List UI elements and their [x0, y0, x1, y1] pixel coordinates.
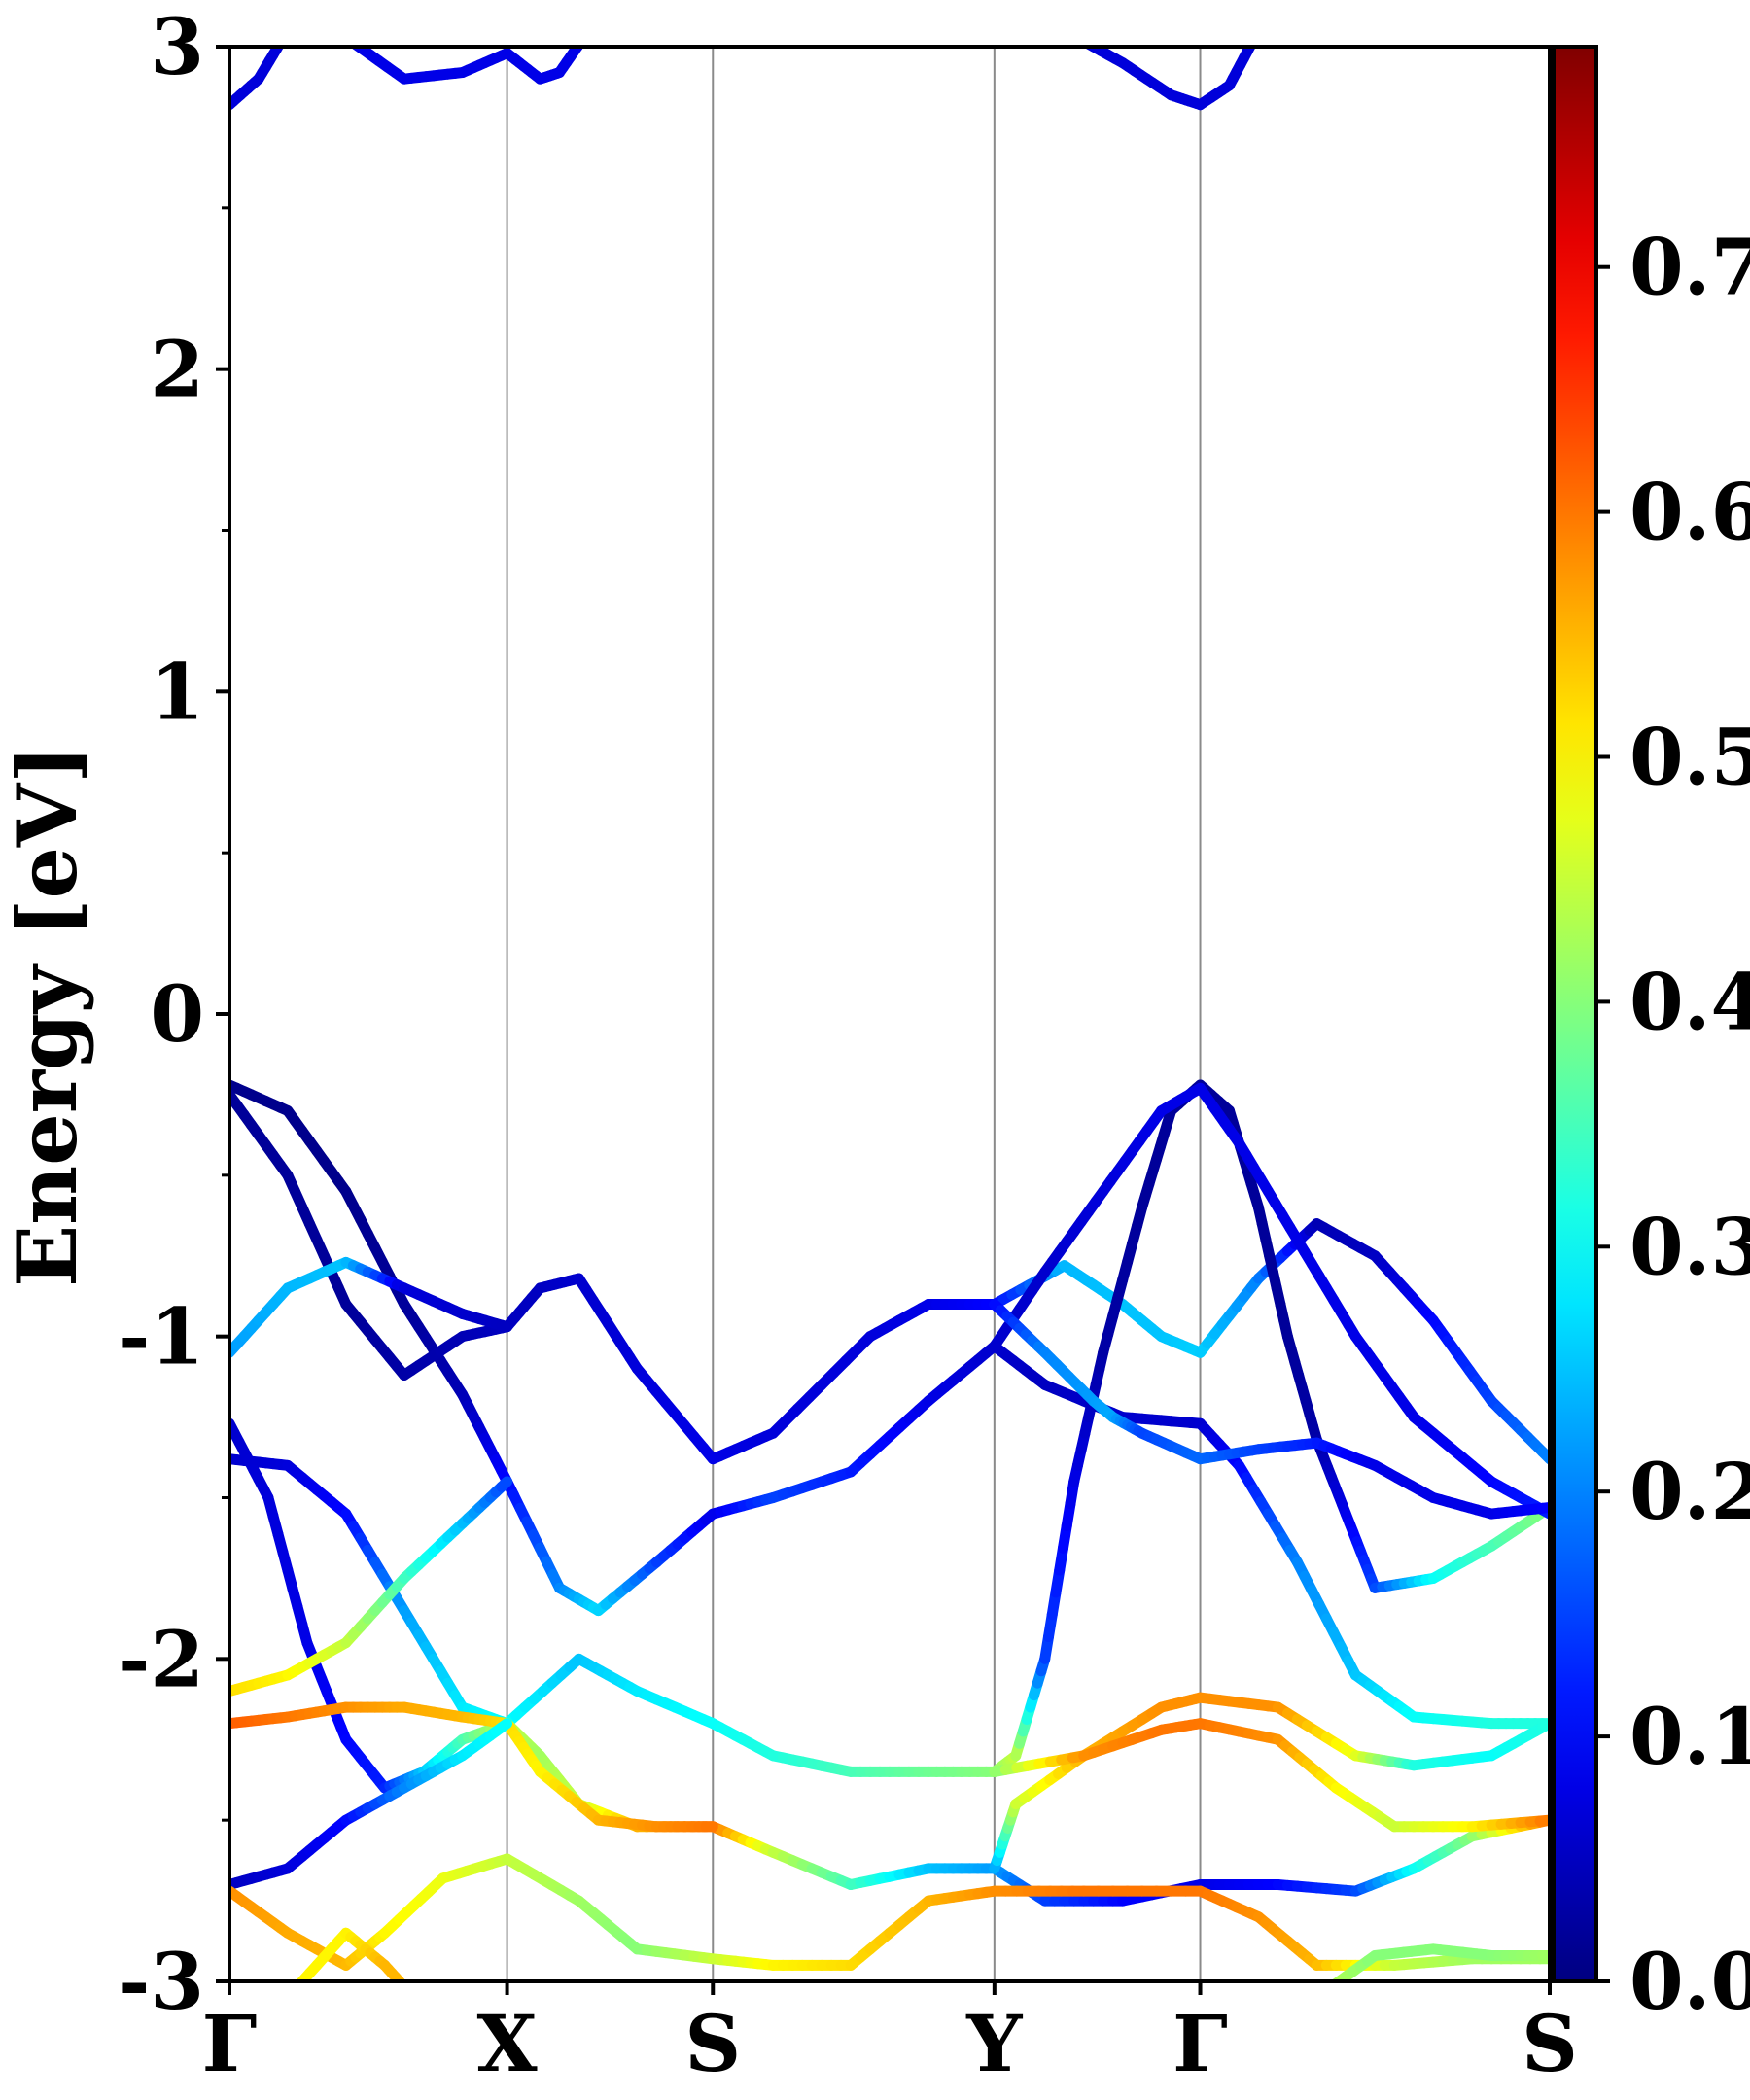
band-3 [229, 1453, 1022, 1777]
plot-frame [228, 45, 1552, 1983]
band-15 [336, 30, 589, 85]
band-segment [585, 30, 589, 35]
band-7 [229, 1718, 513, 1890]
band-segment [410, 1993, 414, 1997]
band-13 [989, 1299, 1550, 1520]
band-segment [1065, 30, 1071, 34]
band-segment [496, 1718, 513, 1733]
band-0 [229, 1079, 1550, 1730]
kpoint-gridlines [506, 47, 1202, 1981]
band-2 [229, 1256, 513, 1358]
band-segment [1255, 30, 1259, 37]
y-tick-label: 2 [150, 324, 204, 415]
band-segment [399, 1979, 407, 1981]
band-17 [288, 1927, 414, 1997]
band-segment [1324, 1987, 1331, 1992]
x-tick-label: Y [965, 1998, 1023, 2089]
band-8 [229, 1853, 1550, 1971]
colorbar-ticks: 0.0 0.1 0.2 0.3 0.4 0.5 0.6 0.7 [1596, 222, 1750, 2027]
band-10 [989, 1718, 1550, 1833]
y-tick-label: 3 [150, 1, 204, 92]
band-14 [229, 30, 288, 111]
band-5 [229, 1476, 513, 1697]
y-tick-label: -1 [118, 1291, 204, 1382]
band-6 [229, 1701, 718, 1833]
y-tick-label: -2 [118, 1613, 204, 1704]
band-12 [989, 1082, 1550, 1520]
band-16 [1065, 30, 1259, 111]
colorbar-tick-label: 0.2 [1629, 1446, 1750, 1537]
band-lines [229, 30, 1550, 1997]
band-11 [1010, 1079, 1550, 1762]
x-tick-label: Γ [202, 1998, 258, 2089]
y-axis: -3 -2 -1 0 1 2 3 [118, 1, 229, 2027]
band-segment [336, 30, 345, 36]
band-18 [1316, 1943, 1550, 1997]
band-segment [284, 30, 288, 36]
band-segment [276, 47, 284, 49]
x-tick-label: Γ [1172, 1998, 1228, 2089]
band-9 [989, 1692, 1550, 1874]
y-axis-label: Energy [eV] [0, 745, 95, 1287]
band-segment [1082, 47, 1090, 49]
band-segment [1316, 1992, 1323, 1997]
colorbar-tick-label: 0.0 [1629, 1936, 1750, 2027]
band-segment [496, 1319, 513, 1333]
band-segment [581, 36, 585, 41]
y-tick-label: 0 [150, 968, 204, 1060]
colorbar-tick-label: 0.4 [1629, 956, 1750, 1047]
band-1 [229, 1089, 1550, 1465]
x-tick-label: S [1522, 1998, 1578, 2089]
colorbar-tick-label: 0.1 [1629, 1691, 1750, 1782]
x-tick-label: X [477, 1998, 538, 2089]
x-tick-label: S [684, 1998, 741, 2089]
colorbar [1552, 45, 1598, 1983]
band-segment [1246, 47, 1256, 51]
colorbar-tick-label: 0.7 [1629, 222, 1750, 313]
colorbar-tick-label: 0.5 [1629, 712, 1750, 803]
colorbar-tick-label: 0.3 [1629, 1201, 1750, 1292]
y-tick-label: 1 [150, 646, 204, 737]
band-segment [1071, 35, 1078, 39]
band-segment [406, 1989, 410, 1993]
band-segment [349, 47, 357, 49]
y-tick-label: -3 [118, 1936, 204, 2027]
band-segment [288, 1989, 295, 1997]
band-segment [496, 1476, 513, 1492]
colorbar-tick-label: 0.6 [1629, 467, 1750, 558]
